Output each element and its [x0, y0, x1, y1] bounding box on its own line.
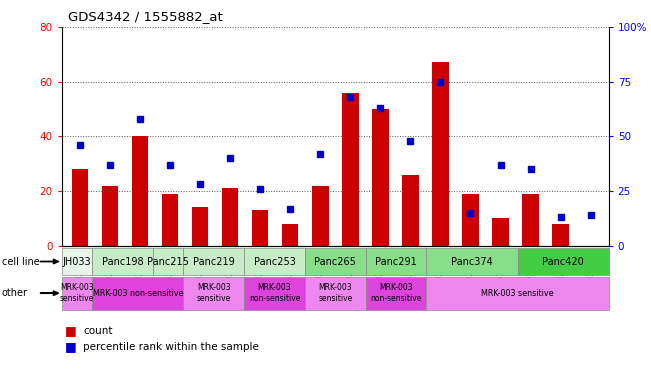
Text: MRK-003
sensitive: MRK-003 sensitive — [60, 283, 94, 303]
Bar — [492, 218, 509, 246]
Bar — [252, 210, 268, 246]
Bar — [522, 194, 539, 246]
Text: Panc215: Panc215 — [147, 257, 189, 266]
Text: MRK-003
non-sensitive: MRK-003 non-sensitive — [249, 283, 300, 303]
Bar — [372, 109, 389, 246]
Text: Panc420: Panc420 — [542, 257, 584, 266]
Text: MRK-003
sensitive: MRK-003 sensitive — [318, 283, 352, 303]
Text: Panc219: Panc219 — [193, 257, 234, 266]
Bar — [462, 194, 478, 246]
Bar — [342, 93, 359, 246]
Text: Panc253: Panc253 — [254, 257, 296, 266]
Bar — [102, 185, 118, 246]
Bar — [312, 185, 329, 246]
Bar — [552, 224, 569, 246]
Text: Panc265: Panc265 — [314, 257, 356, 266]
Bar — [222, 188, 238, 246]
Text: Panc291: Panc291 — [375, 257, 417, 266]
Bar — [72, 169, 88, 246]
Text: other: other — [2, 288, 28, 298]
Text: MRK-003
non-sensitive: MRK-003 non-sensitive — [370, 283, 422, 303]
Text: MRK-003
sensitive: MRK-003 sensitive — [197, 283, 231, 303]
Text: MRK-003 non-sensitive: MRK-003 non-sensitive — [92, 289, 183, 298]
Bar — [132, 136, 148, 246]
Text: JH033: JH033 — [62, 257, 91, 266]
Text: ■: ■ — [65, 324, 77, 337]
Bar — [432, 63, 449, 246]
Bar — [161, 194, 178, 246]
Text: count: count — [83, 326, 113, 336]
Bar — [282, 224, 298, 246]
Text: ■: ■ — [65, 340, 77, 353]
Bar — [402, 175, 419, 246]
Text: Panc374: Panc374 — [451, 257, 493, 266]
Text: Panc198: Panc198 — [102, 257, 143, 266]
Text: GDS4342 / 1555882_at: GDS4342 / 1555882_at — [68, 10, 223, 23]
Bar — [192, 207, 208, 246]
Text: MRK-003 sensitive: MRK-003 sensitive — [481, 289, 554, 298]
Text: cell line: cell line — [2, 257, 40, 266]
Text: percentile rank within the sample: percentile rank within the sample — [83, 342, 259, 352]
